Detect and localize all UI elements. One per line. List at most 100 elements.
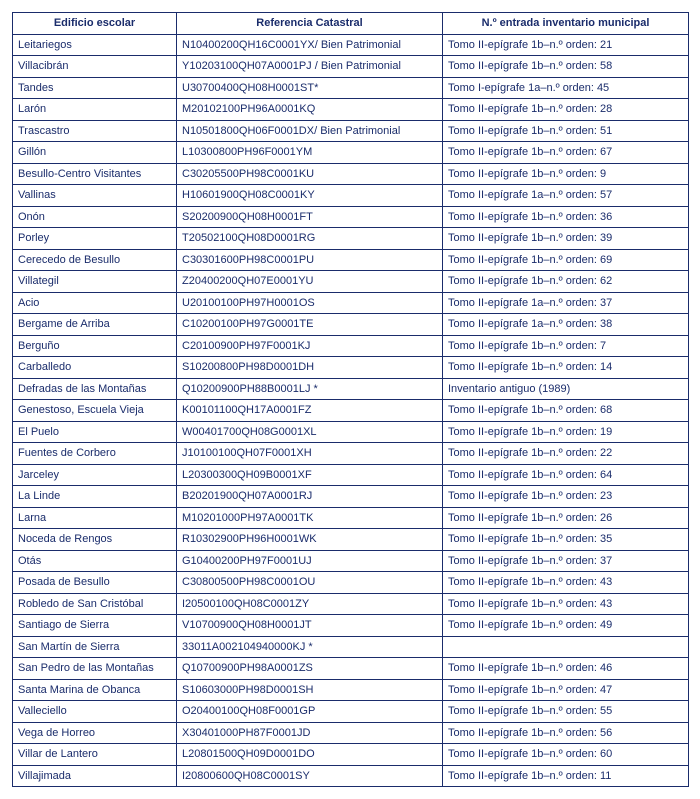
table-cell: San Pedro de las Montañas xyxy=(13,658,177,680)
col-header-referencia: Referencia Catastral xyxy=(177,13,443,35)
table-cell: San Martín de Sierra xyxy=(13,636,177,658)
table-row: GillónL10300800PH96F0001YMTomo II-epígra… xyxy=(13,142,689,164)
col-header-edificio: Edificio escolar xyxy=(13,13,177,35)
table-cell: Tomo II-epígrafe 1b–n.º orden: 43 xyxy=(443,593,689,615)
table-cell: Tomo II-epígrafe 1a–n.º orden: 38 xyxy=(443,314,689,336)
table-row: Fuentes de CorberoJ10100100QH07F0001XHTo… xyxy=(13,443,689,465)
table-cell: U30700400QH08H0001ST* xyxy=(177,77,443,99)
table-cell: R10302900PH96H0001WK xyxy=(177,529,443,551)
table-cell: Leitariegos xyxy=(13,34,177,56)
table-cell: B20201900QH07A0001RJ xyxy=(177,486,443,508)
table-cell: Santa Marina de Obanca xyxy=(13,679,177,701)
table-cell: Inventario antiguo (1989) xyxy=(443,378,689,400)
table-cell: Tomo II-epígrafe 1b–n.º orden: 43 xyxy=(443,572,689,594)
table-cell: Tomo II-epígrafe 1b–n.º orden: 26 xyxy=(443,507,689,529)
table-cell: Z20400200QH07E0001YU xyxy=(177,271,443,293)
table-cell: J10100100QH07F0001XH xyxy=(177,443,443,465)
table-row: Robledo de San CristóbalI20500100QH08C00… xyxy=(13,593,689,615)
table-cell: El Puelo xyxy=(13,421,177,443)
table-cell: Villajimada xyxy=(13,765,177,787)
table-cell: Tomo II-epígrafe 1b–n.º orden: 39 xyxy=(443,228,689,250)
table-row: VallinasH10601900QH08C0001KYTomo II-epíg… xyxy=(13,185,689,207)
table-cell: N10400200QH16C0001YX/ Bien Patrimonial xyxy=(177,34,443,56)
table-row: BerguñoC20100900PH97F0001KJTomo II-epígr… xyxy=(13,335,689,357)
table-cell: Tomo II-epígrafe 1b–n.º orden: 19 xyxy=(443,421,689,443)
table-cell: Q10200900PH88B0001LJ * xyxy=(177,378,443,400)
table-cell: C30205500PH98C0001KU xyxy=(177,163,443,185)
table-cell: L20300300QH09B0001XF xyxy=(177,464,443,486)
table-cell: Otás xyxy=(13,550,177,572)
table-cell: I20500100QH08C0001ZY xyxy=(177,593,443,615)
table-cell: Fuentes de Corbero xyxy=(13,443,177,465)
table-row: JarceleyL20300300QH09B0001XFTomo II-epíg… xyxy=(13,464,689,486)
table-row: AcioU20100100PH97H0001OSTomo II-epígrafe… xyxy=(13,292,689,314)
table-cell: Tomo II-epígrafe 1b–n.º orden: 23 xyxy=(443,486,689,508)
table-cell: Jarceley xyxy=(13,464,177,486)
table-row: La LindeB20201900QH07A0001RJTomo II-epíg… xyxy=(13,486,689,508)
table-row: Vega de HorreoX30401000PH87F0001JDTomo I… xyxy=(13,722,689,744)
table-cell: Valleciello xyxy=(13,701,177,723)
table-row: San Pedro de las MontañasQ10700900PH98A0… xyxy=(13,658,689,680)
table-cell: S20200900QH08H0001FT xyxy=(177,206,443,228)
table-row: TrascastroN10501800QH06F0001DX/ Bien Pat… xyxy=(13,120,689,142)
table-cell: Gillón xyxy=(13,142,177,164)
table-header: Edificio escolar Referencia Catastral N.… xyxy=(13,13,689,35)
table-row: VillacibránY10203100QH07A0001PJ / Bien P… xyxy=(13,56,689,78)
table-cell: Bergame de Arriba xyxy=(13,314,177,336)
table-cell: 33011A002104940000KJ * xyxy=(177,636,443,658)
table-row: Bergame de ArribaC10200100PH97G0001TETom… xyxy=(13,314,689,336)
table-cell: Tomo II-epígrafe 1b–n.º orden: 28 xyxy=(443,99,689,121)
table-cell: Villacibrán xyxy=(13,56,177,78)
table-cell: S10200800PH98D0001DH xyxy=(177,357,443,379)
table-cell: U20100100PH97H0001OS xyxy=(177,292,443,314)
table-cell: Tomo II-epígrafe 1b–n.º orden: 9 xyxy=(443,163,689,185)
table-cell: Tomo II-epígrafe 1b–n.º orden: 56 xyxy=(443,722,689,744)
table-cell: Tomo II-epígrafe 1b–n.º orden: 14 xyxy=(443,357,689,379)
table-cell: Besullo-Centro Visitantes xyxy=(13,163,177,185)
table-cell: Tomo II-epígrafe 1b–n.º orden: 67 xyxy=(443,142,689,164)
table-cell: M20102100PH96A0001KQ xyxy=(177,99,443,121)
table-row: Villar de LanteroL20801500QH09D0001DOTom… xyxy=(13,744,689,766)
table-row: LarónM20102100PH96A0001KQTomo II-epígraf… xyxy=(13,99,689,121)
table-cell: Tomo II-epígrafe 1a–n.º orden: 37 xyxy=(443,292,689,314)
table-cell: W00401700QH08G0001XL xyxy=(177,421,443,443)
table-cell: Villar de Lantero xyxy=(13,744,177,766)
table-cell: S10603000PH98D0001SH xyxy=(177,679,443,701)
table-cell: Larón xyxy=(13,99,177,121)
table-cell: Tomo II-epígrafe 1b–n.º orden: 58 xyxy=(443,56,689,78)
table-cell: Tomo II-epígrafe 1b–n.º orden: 7 xyxy=(443,335,689,357)
table-row: OnónS20200900QH08H0001FTTomo II-epígrafe… xyxy=(13,206,689,228)
table-row: TandesU30700400QH08H0001ST*Tomo I-epígra… xyxy=(13,77,689,99)
table-cell: Tomo II-epígrafe 1b–n.º orden: 35 xyxy=(443,529,689,551)
table-body: LeitariegosN10400200QH16C0001YX/ Bien Pa… xyxy=(13,34,689,787)
table-cell: I20800600QH08C0001SY xyxy=(177,765,443,787)
table-row: VillategilZ20400200QH07E0001YUTomo II-ep… xyxy=(13,271,689,293)
table-cell: C30800500PH98C0001OU xyxy=(177,572,443,594)
table-cell: Vallinas xyxy=(13,185,177,207)
table-row: Noceda de RengosR10302900PH96H0001WKTomo… xyxy=(13,529,689,551)
table-row: Santa Marina de ObancaS10603000PH98D0001… xyxy=(13,679,689,701)
table-row: LeitariegosN10400200QH16C0001YX/ Bien Pa… xyxy=(13,34,689,56)
table-cell: X30401000PH87F0001JD xyxy=(177,722,443,744)
table-cell: Tomo II-epígrafe 1b–n.º orden: 22 xyxy=(443,443,689,465)
table-row: PorleyT20502100QH08D0001RGTomo II-epígra… xyxy=(13,228,689,250)
table-cell: Y10203100QH07A0001PJ / Bien Patrimonial xyxy=(177,56,443,78)
table-cell: Villategil xyxy=(13,271,177,293)
table-row: Besullo-Centro VisitantesC30205500PH98C0… xyxy=(13,163,689,185)
table-cell: Cerecedo de Besullo xyxy=(13,249,177,271)
table-cell: La Linde xyxy=(13,486,177,508)
table-row: San Martín de Sierra33011A002104940000KJ… xyxy=(13,636,689,658)
table-row: VallecielloO20400100QH08F0001GPTomo II-e… xyxy=(13,701,689,723)
table-cell: Trascastro xyxy=(13,120,177,142)
table-cell: K00101100QH17A0001FZ xyxy=(177,400,443,422)
table-cell: Tomo II-epígrafe 1b–n.º orden: 64 xyxy=(443,464,689,486)
table-row: VillajimadaI20800600QH08C0001SYTomo II-e… xyxy=(13,765,689,787)
table-cell: Porley xyxy=(13,228,177,250)
table-row: LarnaM10201000PH97A0001TKTomo II-epígraf… xyxy=(13,507,689,529)
table-cell: Santiago de Sierra xyxy=(13,615,177,637)
table-cell: Tomo II-epígrafe 1b–n.º orden: 55 xyxy=(443,701,689,723)
table-row: CarballedoS10200800PH98D0001DHTomo II-ep… xyxy=(13,357,689,379)
table-cell: Tomo II-epígrafe 1b–n.º orden: 69 xyxy=(443,249,689,271)
table-row: Santiago de SierraV10700900QH08H0001JTTo… xyxy=(13,615,689,637)
table-cell: Tomo II-epígrafe 1b–n.º orden: 68 xyxy=(443,400,689,422)
